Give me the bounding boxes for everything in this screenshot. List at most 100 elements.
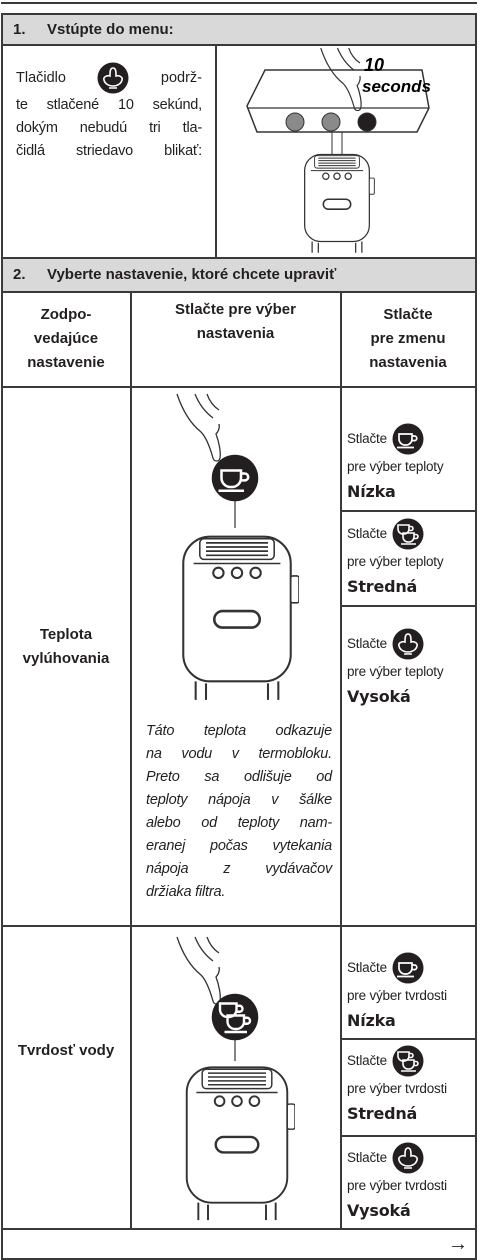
hand xyxy=(176,936,221,1005)
double-cup-button-icon xyxy=(392,518,424,550)
option-press: Stlačte xyxy=(347,1150,387,1165)
setting-line: Teplota xyxy=(39,626,93,643)
option-desc: pre výber teploty xyxy=(347,459,444,474)
option-level: Vysoká xyxy=(347,687,411,706)
rule xyxy=(1,13,477,15)
rule xyxy=(1,1258,477,1260)
rule xyxy=(215,44,217,257)
header-line: nastavenie xyxy=(27,354,105,371)
temperature-illustration xyxy=(176,393,299,702)
rule xyxy=(1,291,477,293)
option-level: Stredná xyxy=(347,1104,418,1123)
button xyxy=(321,112,341,132)
note-line: na vodu v termobloku. xyxy=(146,746,332,762)
option-line: Stlačte xyxy=(347,1142,475,1174)
button xyxy=(285,112,305,132)
header-line: Zodpo- xyxy=(40,306,92,323)
cup-button-icon xyxy=(211,454,259,502)
button xyxy=(357,112,377,132)
rule xyxy=(1,13,3,1259)
rule xyxy=(1,386,477,388)
note-line: eranej počas vytekania xyxy=(146,838,332,854)
label-unit: seconds xyxy=(362,77,431,96)
option-press: Stlačte xyxy=(347,636,387,651)
header-cell: Stlačte pre výber nastavenia xyxy=(131,292,340,352)
option: Stlačte pre výber teploty Nízka xyxy=(347,423,475,505)
step1-text: Tlačidlo podrž- te stlačené 10 sekúnd, d… xyxy=(16,62,202,163)
rule xyxy=(340,510,476,512)
option-line: Stlačte xyxy=(347,518,475,550)
rule xyxy=(340,1135,476,1137)
option-desc: pre výber tvrdosti xyxy=(347,1081,447,1096)
note-line: Táto teplota odkazuje xyxy=(146,723,332,739)
step-title: Vyberte nastavenie, ktoré chcete upraviť xyxy=(47,265,337,283)
rule xyxy=(1,44,477,46)
option-level: Nízka xyxy=(347,1011,396,1030)
connector xyxy=(331,132,343,156)
option: Stlačte pre výber teploty Vysoká xyxy=(347,628,475,710)
option-level: Nízka xyxy=(347,482,396,501)
machine xyxy=(185,1066,295,1222)
rule xyxy=(340,605,476,607)
top-rule xyxy=(1,2,477,4)
cup-button-icon xyxy=(392,952,424,984)
steam-button-icon xyxy=(392,628,424,660)
text: Tlačidlo xyxy=(16,70,66,86)
option-press: Stlačte xyxy=(347,1053,387,1068)
step2-header: 2. Vyberte nastavenie, ktoré chcete upra… xyxy=(1,257,476,291)
note-line: alebo od teploty nam- xyxy=(146,815,332,831)
header-cell: Stlačte pre zmenu nastavenia xyxy=(341,292,475,386)
option-level: Vysoká xyxy=(347,1201,411,1220)
option-line: Stlačte xyxy=(347,1045,475,1077)
note: Táto teplota odkazuje na vodu v termoblo… xyxy=(146,720,332,904)
note-line: Preto sa odlišuje od xyxy=(146,769,332,785)
header-line: nastavenia xyxy=(196,325,275,342)
header-line: Stlačte xyxy=(383,306,433,323)
header-line: pre zmenu xyxy=(370,330,446,347)
text-line: Tlačidlo podrž- xyxy=(16,62,202,94)
control-panel-illustration: 10 seconds xyxy=(246,47,431,254)
hardness-illustration xyxy=(176,936,295,1222)
option-level: Stredná xyxy=(347,577,418,596)
option-press: Stlačte xyxy=(347,960,387,975)
double-cup-button-icon xyxy=(211,993,259,1041)
option-desc: pre výber teploty xyxy=(347,554,444,569)
steam-button-icon xyxy=(97,62,129,94)
option-desc: pre výber tvrdosti xyxy=(347,988,447,1003)
option: Stlačte pre výber tvrdosti Vysoká xyxy=(347,1142,475,1224)
text-line: te stlačené 10 sekúnd, xyxy=(16,97,202,113)
text-line: dokým nebudú tri tla- xyxy=(16,120,202,136)
option-line: Stlačte xyxy=(347,628,475,660)
step1-header: 1. Vstúpte do menu: xyxy=(1,14,476,44)
header-line: Stlačte pre výber xyxy=(175,301,296,318)
rule xyxy=(130,291,132,1228)
option-line: Stlačte xyxy=(347,423,475,455)
next-arrow: → xyxy=(448,1233,468,1255)
cup-button-icon xyxy=(392,423,424,455)
option-desc: pre výber tvrdosti xyxy=(347,1178,447,1193)
text: podrž- xyxy=(160,70,202,86)
header-line: vedajúce xyxy=(33,330,99,347)
rule xyxy=(340,1038,476,1040)
header-line: nastavenia xyxy=(369,354,447,371)
label-number: 10 xyxy=(364,55,384,75)
note-line: nápoja z vydávačov xyxy=(146,861,332,877)
rule xyxy=(475,13,477,1259)
option: Stlačte pre výber tvrdosti Stredná xyxy=(347,1045,475,1127)
step-number: 2. xyxy=(13,265,26,283)
option-press: Stlačte xyxy=(347,526,387,541)
option-desc: pre výber teploty xyxy=(347,664,444,679)
header-cell: Zodpo- vedajúce nastavenie xyxy=(2,292,130,386)
step-title: Vstúpte do menu: xyxy=(47,20,174,38)
rule xyxy=(1,1228,477,1230)
setting-cell: Tvrdosť vody xyxy=(2,926,130,1176)
option-press: Stlačte xyxy=(347,431,387,446)
rule xyxy=(1,257,477,259)
machine xyxy=(181,535,299,702)
note-line: držiaka filtra. xyxy=(146,884,226,900)
steam-button-icon xyxy=(392,1142,424,1174)
rule xyxy=(340,291,342,1228)
note-line: teploty nápoja v šálke xyxy=(146,792,332,808)
machine xyxy=(303,153,376,254)
